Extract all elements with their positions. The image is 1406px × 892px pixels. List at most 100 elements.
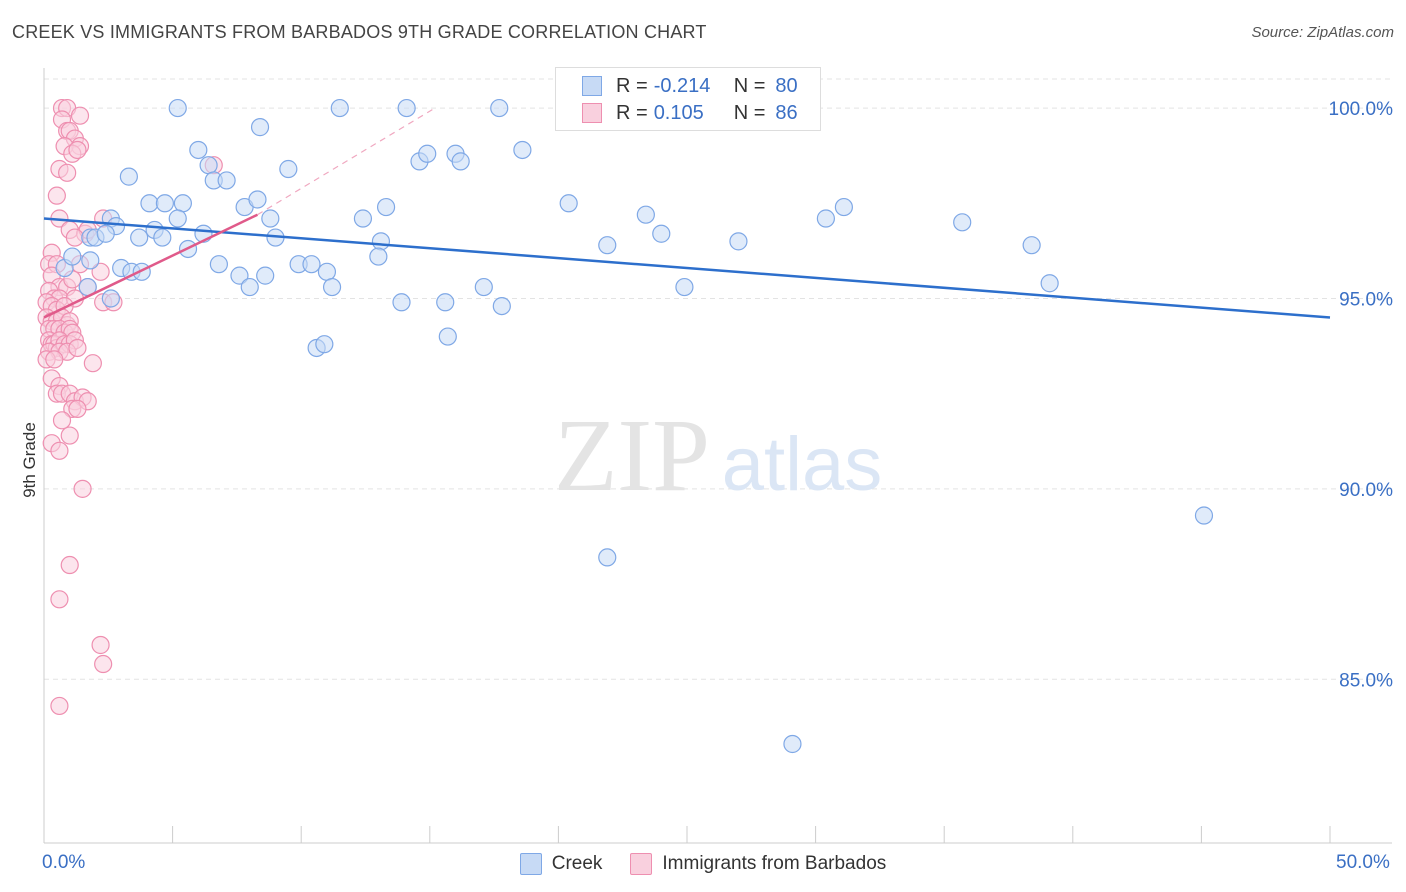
point-creek [376, 197, 396, 217]
point-creek [261, 209, 280, 228]
trend-line-barbados-extension [257, 107, 436, 216]
legend-label-creek: Creek [551, 853, 603, 874]
point-creek [371, 232, 391, 251]
point-barbados [50, 590, 69, 609]
legend-n-value-creek: 80 [775, 74, 798, 97]
trend-line-barbados [43, 213, 259, 319]
point-creek [168, 98, 187, 118]
point-creek [240, 277, 259, 297]
point-creek [63, 247, 82, 266]
y-tick-label: 95.0% [1339, 289, 1393, 310]
y-tick-label: 90.0% [1339, 480, 1393, 501]
point-creek [250, 118, 270, 137]
point-creek [1040, 274, 1059, 293]
watermark-zip: ZIP [554, 398, 710, 513]
source-label: Source: ZipAtlas.com [1251, 24, 1394, 41]
legend-r-value-creek: -0.214 [653, 74, 711, 97]
point-creek [438, 327, 457, 346]
watermark: ZIP atlas [554, 398, 882, 513]
point-barbados [91, 635, 110, 655]
y-tick-label: 100.0% [1329, 99, 1394, 120]
point-barbados [60, 555, 79, 575]
point-creek [953, 213, 972, 232]
point-creek [675, 277, 694, 297]
point-creek [81, 251, 100, 270]
watermark-atlas: atlas [722, 422, 883, 507]
legend-n-label: N = [733, 74, 766, 97]
legend-n-value-barbados: 86 [775, 101, 798, 124]
point-barbados [65, 228, 84, 247]
trend-lines [43, 107, 1331, 319]
point-creek [96, 224, 115, 243]
series-legend: Creek Immigrants from Barbados [0, 852, 1406, 876]
point-creek [279, 159, 298, 179]
legend-swatch-barbados [582, 103, 602, 123]
axes [43, 68, 1392, 844]
point-creek [302, 255, 321, 274]
x-tick-label-max: 50.0% [1336, 852, 1390, 873]
y-axis-label: 9th Grade [20, 422, 39, 498]
legend-r-label: R = [616, 101, 648, 124]
point-barbados [50, 441, 69, 460]
legend-swatch-creek [582, 76, 602, 96]
point-barbados [52, 411, 72, 430]
point-creek [559, 194, 578, 213]
legend-item-creek: Creek [519, 853, 603, 875]
legend-item-barbados: Immigrants from Barbados [630, 853, 886, 875]
point-creek [492, 296, 511, 316]
point-creek [418, 144, 437, 163]
point-creek [315, 335, 334, 354]
legend-label-barbados: Immigrants from Barbados [662, 853, 887, 874]
point-barbados [45, 350, 64, 369]
point-creek [168, 209, 187, 228]
point-barbados [68, 140, 87, 160]
legend-swatch-barbados [630, 853, 653, 875]
legend-r-value-barbados: 0.105 [653, 101, 704, 124]
point-creek [397, 98, 416, 118]
chart-title: CREEK VS IMMIGRANTS FROM BARBADOS 9TH GR… [12, 22, 707, 42]
point-barbados [50, 696, 69, 716]
grid-lines [44, 78, 1392, 680]
point-creek [353, 209, 373, 228]
point-barbados [83, 354, 102, 373]
point-creek [153, 228, 172, 247]
point-creek [474, 277, 493, 297]
legend-swatch-creek [519, 853, 542, 875]
point-creek [783, 734, 802, 754]
point-creek [199, 156, 218, 175]
series-barbados-points [37, 98, 223, 716]
point-creek [230, 266, 249, 285]
point-creek [816, 209, 835, 228]
point-creek [330, 98, 349, 118]
legend-r-label: R = [616, 74, 648, 97]
point-creek [119, 167, 138, 186]
point-creek [140, 194, 159, 213]
point-creek [729, 232, 748, 251]
point-creek [155, 194, 174, 213]
point-creek [490, 98, 509, 118]
correlation-legend: R = -0.214 N = 80 R = 0.105 N = 86 [555, 67, 821, 131]
y-tick-labels: 100.0% 95.0% 90.0% 85.0% [1329, 99, 1394, 691]
legend-row-creek: R = -0.214 N = 80 [582, 73, 798, 99]
x-tick-label-min: 0.0% [42, 852, 86, 873]
point-creek [248, 190, 267, 209]
point-creek [369, 247, 388, 266]
point-creek [652, 224, 671, 243]
point-barbados [47, 186, 66, 205]
point-creek [101, 289, 120, 308]
point-creek [834, 197, 853, 217]
point-creek [436, 293, 455, 312]
point-creek [392, 293, 411, 312]
point-creek [598, 236, 617, 255]
point-barbados [94, 654, 113, 674]
point-barbados [58, 163, 77, 182]
point-creek [322, 277, 342, 297]
trend-line-creek [43, 217, 1331, 319]
point-creek [217, 171, 236, 190]
point-creek [1194, 506, 1214, 525]
point-creek [598, 548, 617, 567]
legend-n-label: N = [733, 101, 766, 124]
point-barbados [73, 479, 92, 498]
point-barbados [60, 426, 79, 445]
